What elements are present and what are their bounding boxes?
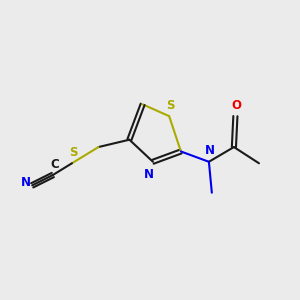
Text: O: O	[232, 99, 242, 112]
Text: N: N	[143, 168, 154, 181]
Text: C: C	[50, 158, 59, 171]
Text: S: S	[69, 146, 78, 159]
Text: N: N	[206, 144, 215, 158]
Text: N: N	[21, 176, 31, 190]
Text: S: S	[167, 99, 175, 112]
